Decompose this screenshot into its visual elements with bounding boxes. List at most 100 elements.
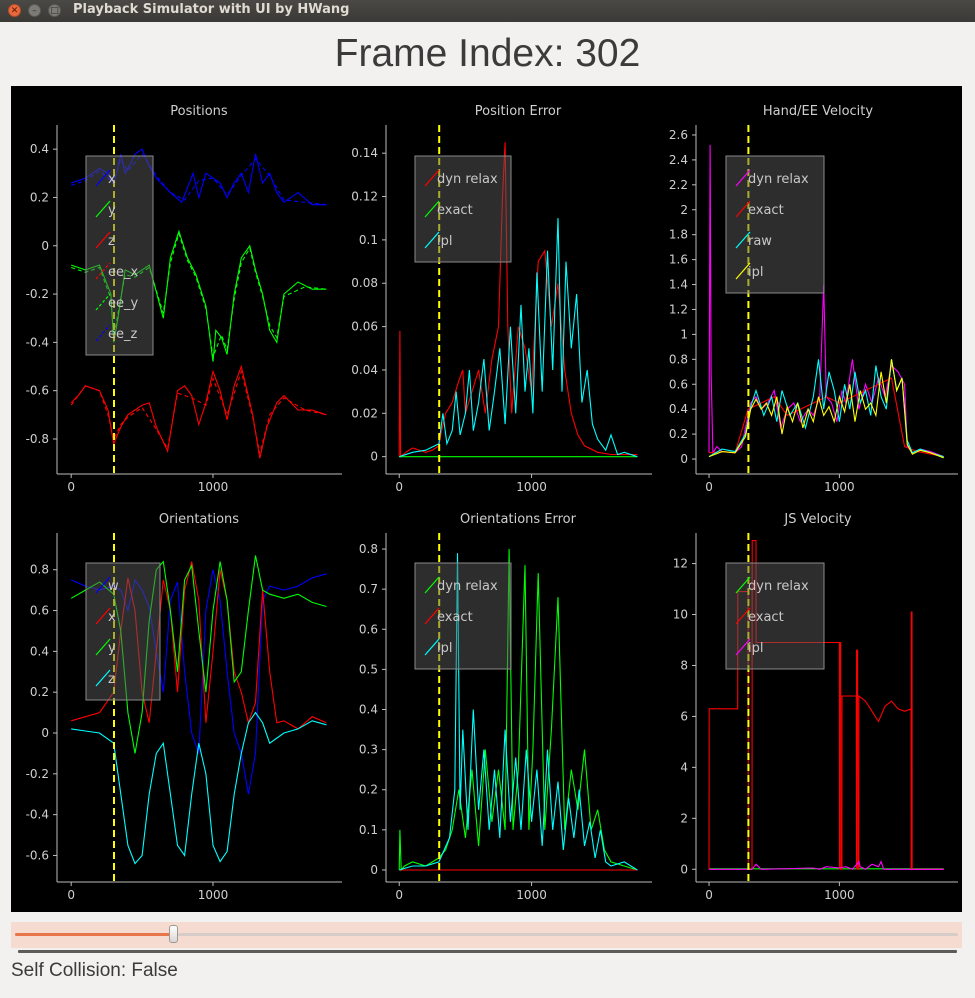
legend-box	[414, 155, 512, 263]
legend-label: ee_y	[108, 296, 138, 311]
window-title: Playback Simulator with UI by HWang	[73, 2, 350, 17]
legend-box	[414, 562, 512, 670]
legend-label: y	[108, 203, 116, 218]
series-line	[708, 359, 944, 458]
y-tick-label: 0.6	[359, 622, 378, 636]
title-bar: ✕ – □ Playback Simulator with UI by HWan…	[0, 0, 975, 22]
x-tick-label: 0	[395, 480, 403, 494]
y-tick-label: 12	[673, 557, 688, 571]
chart-title: JS Velocity	[783, 512, 852, 527]
slider-handle[interactable]	[169, 925, 179, 943]
y-tick-label: 0.3	[359, 743, 378, 757]
y-tick-label: 0.4	[669, 402, 688, 416]
y-tick-label: 0.8	[669, 352, 688, 366]
legend-swatch	[735, 169, 751, 187]
y-tick-label: 0.2	[30, 190, 49, 204]
maximize-icon[interactable]: □	[48, 4, 61, 17]
legend-swatch	[424, 231, 440, 249]
y-tick-label: 2.2	[669, 178, 688, 192]
legend-label: exact	[437, 203, 473, 218]
y-tick-label: 0.2	[359, 783, 378, 797]
y-tick-label: 0.8	[359, 542, 378, 556]
legend-box	[85, 155, 154, 356]
y-tick-label: 2.6	[669, 128, 688, 142]
series-line	[71, 711, 327, 865]
y-tick-label: 2.4	[669, 153, 688, 167]
legend-swatch	[735, 638, 751, 656]
legend-label: ipl	[748, 641, 763, 656]
legend-swatch	[95, 324, 111, 342]
slider-track[interactable]	[15, 933, 958, 936]
chart-title: Orientations Error	[460, 512, 577, 527]
y-tick-label: 1.4	[669, 278, 688, 292]
legend-swatch	[735, 607, 751, 625]
minimize-icon[interactable]: –	[28, 4, 41, 17]
y-tick-label: 0.5	[359, 662, 378, 676]
legend-label: ipl	[748, 265, 763, 280]
chart-panel: Hand/EE Velocity2.62.42.221.81.61.41.210…	[669, 104, 958, 494]
legend-label: x	[108, 610, 116, 625]
y-tick-label: 1.6	[669, 253, 688, 267]
legend-label: exact	[748, 610, 784, 625]
legend-swatch	[95, 169, 111, 187]
chart-title: Hand/EE Velocity	[763, 104, 873, 119]
frame-slider[interactable]	[11, 922, 962, 948]
legend-swatch	[424, 576, 440, 594]
series-line	[70, 364, 327, 459]
series-line	[709, 860, 944, 870]
legend-label: w	[108, 579, 119, 594]
y-tick-label: 0.12	[351, 190, 378, 204]
chart-panel: Positions 0.4 0.2 0 -0.2 -0.4 -0.6 -0.8 0 1000 x y z…	[26, 104, 342, 494]
scroll-bar[interactable]	[18, 950, 957, 953]
legend-label: z	[108, 672, 115, 687]
legend-swatch	[95, 607, 111, 625]
legend-label: exact	[437, 610, 473, 625]
legend-swatch	[424, 169, 440, 187]
y-tick-label: 10	[673, 608, 688, 622]
legend-box	[85, 562, 161, 701]
y-tick-label: 0.02	[351, 406, 378, 420]
legend-swatch	[735, 576, 751, 594]
y-tick-label: 0.8	[30, 563, 49, 577]
legend-label: ipl	[437, 641, 452, 656]
y-tick-label: -0.2	[26, 287, 49, 301]
legend-swatch	[95, 200, 111, 218]
x-tick-label: 0	[67, 480, 75, 494]
self-collision-status: Self Collision: False	[11, 960, 178, 981]
chart-panel: JS Velocity 12 10 8 6 4 2 0 0 1000 dyn relax exact i…	[673, 512, 958, 902]
slider-fill	[15, 933, 174, 936]
close-icon[interactable]: ✕	[8, 4, 21, 17]
frame-index-label: Frame Index: 302	[334, 32, 641, 75]
y-tick-label: 1	[680, 327, 688, 341]
chart-title: Positions	[170, 104, 228, 119]
legend-swatch	[95, 293, 111, 311]
chart-panel: Orientations Error 0.8 0.7 0.6 0.5 0.4 0.3 0.2 0…	[359, 512, 652, 902]
y-tick-label: 0	[370, 450, 378, 464]
legend-label: raw	[748, 234, 772, 249]
y-tick-label: 0.1	[359, 233, 378, 247]
series-line	[708, 144, 944, 458]
chart-panel: Orientations 0.8 0.6 0.4 0.2 0 -0.2 -0.4 -0.6 0 10…	[26, 512, 342, 902]
y-tick-label: 8	[680, 658, 688, 672]
y-tick-label: 0.4	[30, 142, 49, 156]
legend-label: ipl	[437, 234, 452, 249]
y-tick-label: 0	[680, 862, 688, 876]
series-line	[399, 218, 638, 458]
series-line	[70, 369, 327, 454]
y-tick-label: 0.06	[351, 320, 378, 334]
y-tick-label: -0.4	[26, 335, 49, 349]
x-tick-label: 1000	[198, 888, 229, 902]
y-tick-label: 0	[41, 726, 49, 740]
chart-title: Orientations	[159, 512, 239, 527]
y-tick-label: 1.2	[669, 302, 688, 316]
y-tick-label: 2	[680, 203, 688, 217]
legend-label: x	[108, 172, 116, 187]
legend-label: dyn relax	[748, 172, 809, 187]
chart-title: Position Error	[475, 104, 562, 119]
legend-swatch	[95, 638, 111, 656]
x-tick-label: 0	[705, 480, 713, 494]
series-line	[708, 540, 944, 870]
y-tick-label: 4	[680, 760, 688, 774]
legend-label: ee_x	[108, 265, 138, 280]
